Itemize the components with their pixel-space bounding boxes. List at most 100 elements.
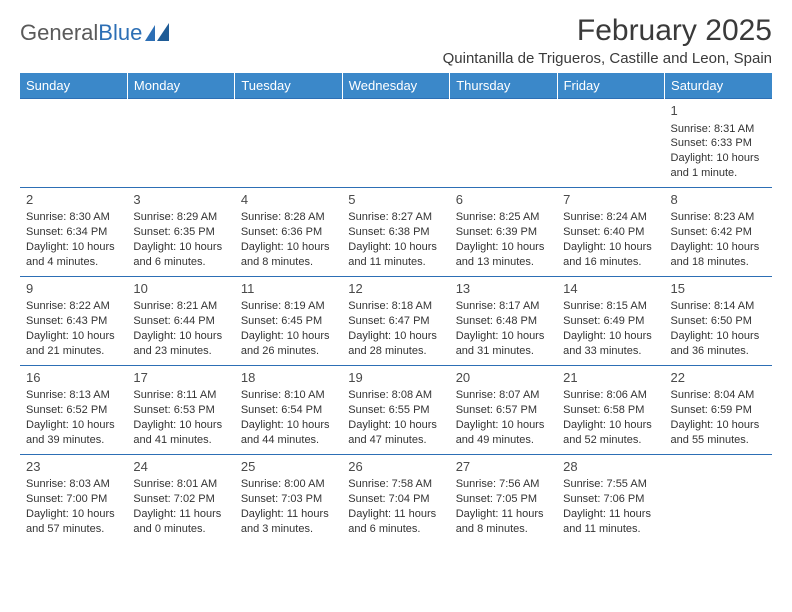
sunset-text: Sunset: 6:38 PM: [348, 225, 443, 240]
sunset-text: Sunset: 6:35 PM: [133, 225, 228, 240]
header: GeneralBlue February 2025 Quintanilla de…: [20, 14, 772, 67]
day-number: 27: [456, 458, 551, 476]
sunrise-text: Sunrise: 7:56 AM: [456, 477, 551, 492]
day-number: 20: [456, 369, 551, 387]
sunset-text: Sunset: 7:04 PM: [348, 492, 443, 507]
calendar-day-cell: 5Sunrise: 8:27 AMSunset: 6:38 PMDaylight…: [342, 187, 449, 276]
calendar-day-cell: 10Sunrise: 8:21 AMSunset: 6:44 PMDayligh…: [127, 276, 234, 365]
logo-text-2: Blue: [98, 20, 142, 46]
calendar-day-cell: 1Sunrise: 8:31 AMSunset: 6:33 PMDaylight…: [665, 99, 772, 188]
sunrise-text: Sunrise: 8:13 AM: [26, 388, 121, 403]
calendar-day-cell: 26Sunrise: 7:58 AMSunset: 7:04 PMDayligh…: [342, 454, 449, 542]
daylight-text: Daylight: 10 hours and 49 minutes.: [456, 418, 551, 448]
sunset-text: Sunset: 7:03 PM: [241, 492, 336, 507]
day-number: 3: [133, 191, 228, 209]
sunset-text: Sunset: 6:47 PM: [348, 314, 443, 329]
calendar-day-cell: 6Sunrise: 8:25 AMSunset: 6:39 PMDaylight…: [450, 187, 557, 276]
day-number: 18: [241, 369, 336, 387]
daylight-text: Daylight: 10 hours and 28 minutes.: [348, 329, 443, 359]
daylight-text: Daylight: 10 hours and 44 minutes.: [241, 418, 336, 448]
calendar-day-cell: 14Sunrise: 8:15 AMSunset: 6:49 PMDayligh…: [557, 276, 664, 365]
daylight-text: Daylight: 10 hours and 47 minutes.: [348, 418, 443, 448]
sunset-text: Sunset: 7:06 PM: [563, 492, 658, 507]
day-number: 26: [348, 458, 443, 476]
calendar-day-cell: [665, 454, 772, 542]
calendar-day-cell: 22Sunrise: 8:04 AMSunset: 6:59 PMDayligh…: [665, 365, 772, 454]
sunset-text: Sunset: 6:39 PM: [456, 225, 551, 240]
sunset-text: Sunset: 6:50 PM: [671, 314, 766, 329]
calendar-day-cell: 2Sunrise: 8:30 AMSunset: 6:34 PMDaylight…: [20, 187, 127, 276]
sunset-text: Sunset: 6:34 PM: [26, 225, 121, 240]
calendar-day-cell: 7Sunrise: 8:24 AMSunset: 6:40 PMDaylight…: [557, 187, 664, 276]
day-number: 4: [241, 191, 336, 209]
sunrise-text: Sunrise: 8:15 AM: [563, 299, 658, 314]
sunset-text: Sunset: 6:45 PM: [241, 314, 336, 329]
daylight-text: Daylight: 10 hours and 26 minutes.: [241, 329, 336, 359]
sunrise-text: Sunrise: 8:17 AM: [456, 299, 551, 314]
calendar-week-row: 2Sunrise: 8:30 AMSunset: 6:34 PMDaylight…: [20, 187, 772, 276]
sunset-text: Sunset: 6:52 PM: [26, 403, 121, 418]
calendar-day-cell: 11Sunrise: 8:19 AMSunset: 6:45 PMDayligh…: [235, 276, 342, 365]
calendar-table: Sunday Monday Tuesday Wednesday Thursday…: [20, 73, 772, 543]
day-number: 22: [671, 369, 766, 387]
calendar-day-cell: 18Sunrise: 8:10 AMSunset: 6:54 PMDayligh…: [235, 365, 342, 454]
sunset-text: Sunset: 6:59 PM: [671, 403, 766, 418]
daylight-text: Daylight: 10 hours and 41 minutes.: [133, 418, 228, 448]
daylight-text: Daylight: 11 hours and 6 minutes.: [348, 507, 443, 537]
sunrise-text: Sunrise: 8:00 AM: [241, 477, 336, 492]
daylight-text: Daylight: 10 hours and 6 minutes.: [133, 240, 228, 270]
day-number: 25: [241, 458, 336, 476]
calendar-day-cell: 15Sunrise: 8:14 AMSunset: 6:50 PMDayligh…: [665, 276, 772, 365]
title-block: February 2025 Quintanilla de Trigueros, …: [443, 14, 772, 67]
calendar-day-cell: 12Sunrise: 8:18 AMSunset: 6:47 PMDayligh…: [342, 276, 449, 365]
daylight-text: Daylight: 10 hours and 16 minutes.: [563, 240, 658, 270]
sunset-text: Sunset: 6:43 PM: [26, 314, 121, 329]
sunrise-text: Sunrise: 8:14 AM: [671, 299, 766, 314]
calendar-day-cell: 23Sunrise: 8:03 AMSunset: 7:00 PMDayligh…: [20, 454, 127, 542]
sunset-text: Sunset: 6:33 PM: [671, 136, 766, 151]
calendar-day-cell: 16Sunrise: 8:13 AMSunset: 6:52 PMDayligh…: [20, 365, 127, 454]
day-header: Monday: [127, 73, 234, 99]
daylight-text: Daylight: 11 hours and 11 minutes.: [563, 507, 658, 537]
daylight-text: Daylight: 10 hours and 1 minute.: [671, 151, 766, 181]
logo-text-1: General: [20, 20, 98, 46]
sunrise-text: Sunrise: 8:29 AM: [133, 210, 228, 225]
calendar-day-cell: 24Sunrise: 8:01 AMSunset: 7:02 PMDayligh…: [127, 454, 234, 542]
month-title: February 2025: [443, 14, 772, 48]
daylight-text: Daylight: 10 hours and 57 minutes.: [26, 507, 121, 537]
calendar-day-cell: 19Sunrise: 8:08 AMSunset: 6:55 PMDayligh…: [342, 365, 449, 454]
day-header-row: Sunday Monday Tuesday Wednesday Thursday…: [20, 73, 772, 99]
day-number: 19: [348, 369, 443, 387]
sunrise-text: Sunrise: 8:04 AM: [671, 388, 766, 403]
sunrise-text: Sunrise: 8:08 AM: [348, 388, 443, 403]
calendar-day-cell: 20Sunrise: 8:07 AMSunset: 6:57 PMDayligh…: [450, 365, 557, 454]
day-header: Tuesday: [235, 73, 342, 99]
daylight-text: Daylight: 10 hours and 4 minutes.: [26, 240, 121, 270]
calendar-day-cell: [127, 99, 234, 188]
day-number: 2: [26, 191, 121, 209]
day-number: 9: [26, 280, 121, 298]
day-header: Sunday: [20, 73, 127, 99]
sunset-text: Sunset: 6:36 PM: [241, 225, 336, 240]
day-number: 16: [26, 369, 121, 387]
day-number: 14: [563, 280, 658, 298]
daylight-text: Daylight: 10 hours and 36 minutes.: [671, 329, 766, 359]
sunrise-text: Sunrise: 8:11 AM: [133, 388, 228, 403]
sunset-text: Sunset: 6:44 PM: [133, 314, 228, 329]
day-number: 13: [456, 280, 551, 298]
day-header: Thursday: [450, 73, 557, 99]
day-number: 12: [348, 280, 443, 298]
daylight-text: Daylight: 11 hours and 3 minutes.: [241, 507, 336, 537]
daylight-text: Daylight: 11 hours and 8 minutes.: [456, 507, 551, 537]
day-header: Friday: [557, 73, 664, 99]
sunset-text: Sunset: 7:00 PM: [26, 492, 121, 507]
location: Quintanilla de Trigueros, Castille and L…: [443, 50, 772, 67]
logo-sail-icon: [145, 23, 171, 43]
day-number: 23: [26, 458, 121, 476]
sunrise-text: Sunrise: 8:07 AM: [456, 388, 551, 403]
sunset-text: Sunset: 6:55 PM: [348, 403, 443, 418]
sunset-text: Sunset: 7:02 PM: [133, 492, 228, 507]
calendar-week-row: 9Sunrise: 8:22 AMSunset: 6:43 PMDaylight…: [20, 276, 772, 365]
day-number: 11: [241, 280, 336, 298]
day-number: 5: [348, 191, 443, 209]
